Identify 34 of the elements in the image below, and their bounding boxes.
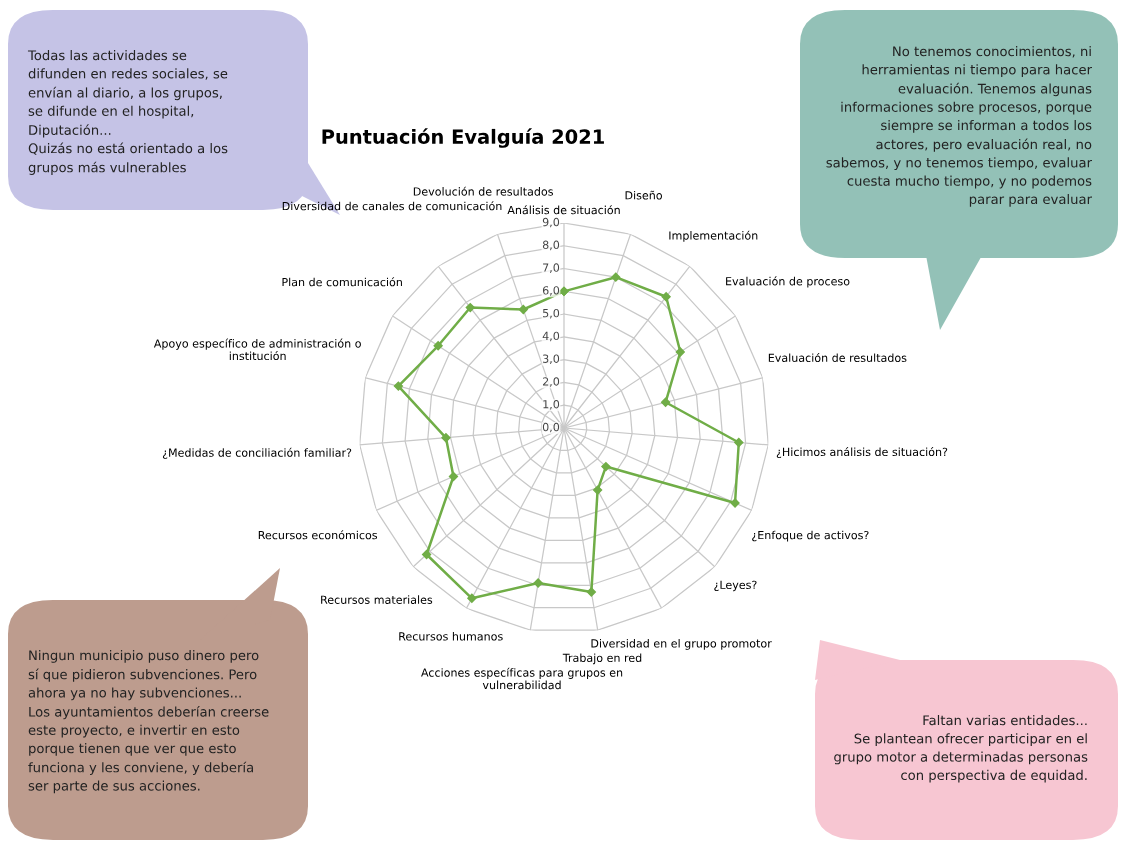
- spoke-label: Devolución de resultados: [413, 186, 553, 196]
- y-tick-label: 7,0: [543, 263, 560, 273]
- y-tick-label: 3,0: [543, 354, 560, 365]
- chart-title: Puntuación Evalguía 2021: [322, 128, 604, 148]
- spoke-label: Evaluación de resultados: [768, 352, 907, 362]
- y-tick-label: 1,0: [543, 400, 560, 410]
- text: Faltan varias entidades... Se plantean ofrecer participar en el grupo motor a determinadas personas con perspectiva de equidad.: [834, 715, 1088, 783]
- spoke-label: ¿Hicimos análisis de situación?: [776, 447, 948, 459]
- spoke-label: Evaluación de proceso: [726, 276, 850, 288]
- y-tick-label: 5,0: [543, 308, 560, 319]
- spoke-label: Recursos económicos: [258, 530, 378, 540]
- spoke-label: ¿Enfoque de activos?: [752, 530, 869, 542]
- text: No tenemos conocimientos, ni herramientas ni tiempo para hacer evaluación. Tenemos algunas informaciones sobre procesos, porque siempre se informan a todos los actores, pero evaluación real, no sabemos, y no tenemos tiempo, evaluar cuesta mucho tiempo, y no podemos parar para evaluar: [826, 46, 1092, 207]
- spoke-label: Acciones específicas para grupos en vulnerabilidad: [421, 667, 623, 690]
- spoke-label: Análisis de situación: [507, 205, 620, 215]
- spoke-label: Trabajo en red: [562, 653, 642, 665]
- y-tick-label: 4,0: [542, 331, 560, 342]
- text: Todas las actividades se difunden en redes sociales, se envían al diario, a los grupos, se difunde en el hospital, Diputación... Quizás no está orientado a los grupos más vulnerables: [27, 50, 228, 175]
- spoke-label: Recursos materiales: [321, 595, 433, 604]
- y-tick-label: 0,0: [542, 422, 560, 433]
- spoke-label: Plan de comunicación: [282, 277, 402, 287]
- text: Ningun municipio puso dinero pero sí que pidieron subvenciones. Pero ahora ya no hay subvenciones... Los ayuntamientos deberían creerse este proyecto, e invertir en esto porque tienen que ver que esto funciona y les conviene, y debería ser parte de sus acciones.: [28, 650, 269, 794]
- spoke-label: ¿Leyes?: [714, 580, 757, 592]
- spoke-label: Diseño: [625, 190, 662, 200]
- spoke-label: Apoyo específico de administración o institución: [153, 338, 361, 361]
- spoke-label: Diversidad de canales de comunicación: [282, 201, 502, 211]
- spoke-label: Diversidad en el grupo promotor: [591, 638, 772, 650]
- y-tick-label: 2,0: [542, 377, 560, 387]
- y-tick-label: 9,0: [542, 217, 560, 228]
- spoke-label: Recursos humanos: [399, 631, 503, 641]
- spoke-label: Implementación: [669, 230, 758, 242]
- y-tick-label: 8,0: [542, 240, 560, 251]
- y-tick-label: 6,0: [542, 286, 560, 296]
- spoke-label: ¿Medidas de conciliación familiar?: [162, 447, 352, 459]
